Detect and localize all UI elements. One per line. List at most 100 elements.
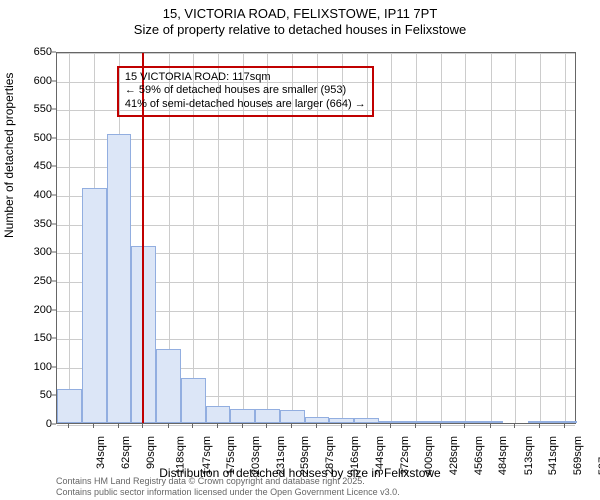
- x-tick-label: 62sqm: [120, 436, 132, 469]
- x-tick-mark: [93, 424, 94, 428]
- y-tick-label: 450: [12, 160, 52, 172]
- x-tick-mark: [291, 424, 292, 428]
- y-tick-mark: [52, 80, 56, 81]
- x-tick-mark: [440, 424, 441, 428]
- x-tick-mark: [341, 424, 342, 428]
- chart-title-block: 15, VICTORIA ROAD, FELIXSTOWE, IP11 7PT …: [0, 0, 600, 37]
- title-line-1: 15, VICTORIA ROAD, FELIXSTOWE, IP11 7PT: [0, 6, 600, 21]
- histogram-bar: [255, 409, 280, 423]
- gridline-v: [465, 53, 466, 423]
- x-tick-label: 34sqm: [95, 436, 107, 469]
- y-tick-label: 350: [12, 218, 52, 230]
- y-tick-mark: [52, 195, 56, 196]
- title-line-2: Size of property relative to detached ho…: [0, 22, 600, 37]
- x-tick-mark: [217, 424, 218, 428]
- y-tick-mark: [52, 309, 56, 310]
- y-tick-mark: [52, 395, 56, 396]
- histogram-bar: [354, 418, 379, 423]
- x-tick-label: 400sqm: [423, 436, 435, 475]
- y-tick-mark: [52, 280, 56, 281]
- histogram-bar: [280, 410, 305, 423]
- x-tick-mark: [266, 424, 267, 428]
- y-tick-label: 600: [12, 75, 52, 87]
- annotation-line: 15 VICTORIA ROAD: 117sqm: [125, 71, 366, 85]
- y-tick-mark: [52, 166, 56, 167]
- histogram-bar: [329, 418, 354, 423]
- annotation-box: 15 VICTORIA ROAD: 117sqm← 59% of detache…: [117, 66, 374, 117]
- gridline-v: [565, 53, 566, 423]
- x-tick-mark: [490, 424, 491, 428]
- x-tick-mark: [68, 424, 69, 428]
- histogram-bar: [230, 409, 255, 423]
- histogram-bar: [57, 389, 82, 423]
- x-tick-mark: [464, 424, 465, 428]
- x-tick-mark: [118, 424, 119, 428]
- y-tick-mark: [52, 366, 56, 367]
- x-tick-mark: [415, 424, 416, 428]
- gridline-v: [391, 53, 392, 423]
- x-tick-mark: [564, 424, 565, 428]
- y-tick-mark: [52, 252, 56, 253]
- x-tick-label: 569sqm: [572, 436, 584, 475]
- y-tick-label: 50: [12, 389, 52, 401]
- y-axis-label: Number of detached properties: [2, 73, 16, 238]
- y-tick-mark: [52, 137, 56, 138]
- x-tick-label: 118sqm: [175, 436, 187, 474]
- annotation-line: ← 59% of detached houses are smaller (95…: [125, 84, 366, 98]
- x-tick-label: 456sqm: [473, 436, 485, 475]
- x-tick-label: 90sqm: [145, 436, 157, 469]
- y-tick-mark: [52, 109, 56, 110]
- x-tick-label: 372sqm: [399, 436, 411, 475]
- y-tick-label: 500: [12, 132, 52, 144]
- histogram-bar: [107, 134, 132, 423]
- y-tick-label: 0: [12, 418, 52, 430]
- gridline-v: [416, 53, 417, 423]
- gridline-v: [491, 53, 492, 423]
- y-tick-label: 200: [12, 304, 52, 316]
- histogram-bar: [429, 421, 454, 423]
- x-tick-label: 428sqm: [448, 436, 460, 475]
- x-tick-label: 147sqm: [201, 436, 213, 475]
- y-tick-label: 100: [12, 361, 52, 373]
- gridline-v: [69, 53, 70, 423]
- gridline-h: [57, 139, 575, 140]
- y-tick-label: 150: [12, 332, 52, 344]
- x-tick-label: 259sqm: [299, 436, 311, 475]
- x-tick-label: 231sqm: [275, 436, 287, 475]
- x-tick-mark: [316, 424, 317, 428]
- x-tick-mark: [390, 424, 391, 428]
- histogram-bar: [181, 378, 206, 423]
- x-tick-label: 203sqm: [250, 436, 262, 475]
- y-tick-label: 300: [12, 246, 52, 258]
- x-tick-label: 541sqm: [548, 436, 560, 475]
- y-tick-label: 550: [12, 103, 52, 115]
- x-tick-label: 316sqm: [350, 436, 362, 475]
- x-tick-mark: [242, 424, 243, 428]
- gridline-v: [540, 53, 541, 423]
- histogram-plot-area: 15 VICTORIA ROAD: 117sqm← 59% of detache…: [56, 52, 576, 424]
- gridline-h: [57, 225, 575, 226]
- histogram-bar: [305, 417, 330, 423]
- annotation-line: 41% of semi-detached houses are larger (…: [125, 98, 366, 112]
- x-tick-label: 513sqm: [523, 436, 535, 475]
- x-tick-label: 484sqm: [497, 436, 509, 475]
- y-tick-mark: [52, 223, 56, 224]
- histogram-bar: [379, 421, 404, 423]
- gridline-h: [57, 53, 575, 54]
- histogram-bar: [453, 421, 478, 423]
- x-tick-label: 287sqm: [324, 436, 336, 475]
- histogram-bar: [156, 349, 181, 423]
- histogram-bar: [528, 421, 553, 423]
- footer-line-1: Contains HM Land Registry data © Crown c…: [56, 476, 400, 487]
- y-tick-label: 650: [12, 46, 52, 58]
- x-tick-mark: [192, 424, 193, 428]
- gridline-v: [515, 53, 516, 423]
- y-tick-label: 400: [12, 189, 52, 201]
- histogram-bar: [478, 421, 503, 423]
- y-tick-label: 250: [12, 275, 52, 287]
- y-tick-mark: [52, 52, 56, 53]
- x-tick-mark: [539, 424, 540, 428]
- histogram-bar: [206, 406, 231, 423]
- x-tick-label: 344sqm: [374, 436, 386, 475]
- histogram-bar: [82, 188, 107, 423]
